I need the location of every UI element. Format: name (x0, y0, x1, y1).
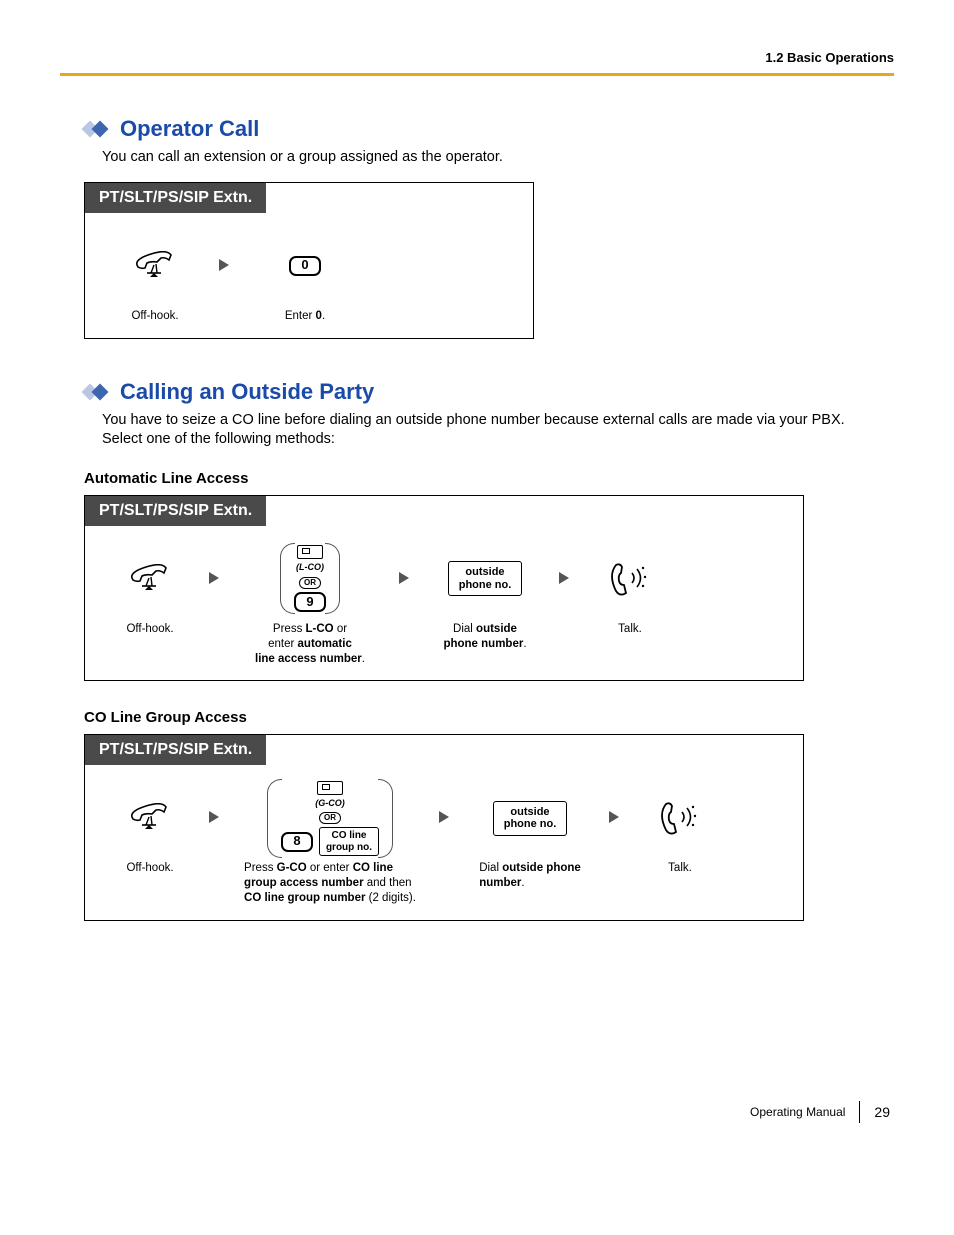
step-enter-zero: 0 Enter 0. (245, 231, 365, 324)
step-caption: Off-hook. (126, 861, 173, 876)
arrow-icon (213, 231, 237, 301)
step-caption: Dial outside phone number. (479, 861, 581, 891)
diamond-bullet-icon (84, 122, 112, 136)
step-caption: Off-hook. (131, 309, 178, 324)
step-caption: Press L-CO or enter automatic line acces… (255, 622, 365, 667)
or-pill: OR (319, 812, 341, 824)
step-talk: Talk. (585, 544, 675, 637)
footer-page-number: 29 (874, 1104, 890, 1120)
procedure-tab: PT/SLT/PS/SIP Extn. (85, 735, 266, 765)
step-offhook: Off-hook. (105, 231, 205, 324)
section-description: You have to seize a CO line before diali… (102, 411, 894, 450)
step-dial-outside: outsidephone no. Dial outside phone numb… (425, 544, 545, 652)
key-icon: 0 (289, 231, 321, 301)
lco-label: (L-CO) (296, 562, 324, 574)
talk-icon (660, 783, 700, 853)
section-title: Operator Call (120, 116, 259, 142)
section-description: You can call an extension or a group ass… (102, 148, 894, 168)
document-page: 1.2 Basic Operations Operator Call You c… (0, 0, 954, 1163)
procedure-box-cogroup: PT/SLT/PS/SIP Extn. Off-hook. (G-CO) OR (84, 734, 804, 921)
arrow-icon (203, 783, 227, 853)
group-number-box: CO linegroup no. (319, 827, 379, 856)
step-gco-or-8: (G-CO) OR 8 CO linegroup no. Press G (235, 783, 425, 906)
section-title: Calling an Outside Party (120, 379, 374, 405)
gco-button-icon (317, 781, 343, 795)
step-caption: Talk. (668, 861, 692, 876)
outside-number-box: outsidephone no. (493, 801, 568, 836)
footer-manual-name: Operating Manual (750, 1105, 845, 1119)
outside-number-box: outsidephone no. (448, 561, 523, 596)
lco-button-icon (297, 545, 323, 559)
arrow-icon (553, 544, 577, 614)
step-dial-outside: outsidephone no. Dial outside phone numb… (465, 783, 595, 891)
step-talk: Talk. (635, 783, 725, 876)
step-lco-or-9: (L-CO) OR 9 Press L-CO or enter automati… (235, 544, 385, 667)
step-offhook: Off-hook. (105, 783, 195, 876)
digit-key: 0 (289, 256, 321, 276)
page-header: 1.2 Basic Operations (60, 50, 894, 76)
gco-label: (G-CO) (315, 798, 345, 810)
step-caption: Off-hook. (126, 622, 173, 637)
arrow-icon (203, 544, 227, 614)
handset-icon (128, 544, 172, 614)
procedure-box-operator: PT/SLT/PS/SIP Extn. Off-hook. 0 Enter 0. (84, 182, 534, 339)
procedure-box-auto: PT/SLT/PS/SIP Extn. Off-hook. (L-CO) OR (84, 495, 804, 682)
header-section-ref: 1.2 Basic Operations (765, 50, 894, 65)
subheading-auto: Automatic Line Access (84, 470, 894, 487)
page-footer: Operating Manual 29 (60, 1101, 894, 1123)
step-caption: Talk. (618, 622, 642, 637)
arrow-icon (603, 783, 627, 853)
subheading-cogroup: CO Line Group Access (84, 709, 894, 726)
talk-icon (610, 544, 650, 614)
step-caption: Press G-CO or enter CO line group access… (244, 861, 416, 906)
step-caption: Dial outside phone number. (443, 622, 526, 652)
arrow-icon (433, 783, 457, 853)
or-pill: OR (299, 577, 321, 589)
section-heading-outside: Calling an Outside Party (84, 379, 894, 405)
procedure-tab: PT/SLT/PS/SIP Extn. (85, 183, 266, 213)
diamond-bullet-icon (84, 385, 112, 399)
arrow-icon (393, 544, 417, 614)
handset-icon (133, 231, 177, 301)
footer-separator (859, 1101, 860, 1123)
alternative-group: (L-CO) OR 9 (280, 541, 340, 616)
digit-key: 9 (294, 592, 326, 612)
alternative-group: (G-CO) OR 8 CO linegroup no. (267, 777, 393, 861)
handset-icon (128, 783, 172, 853)
procedure-tab: PT/SLT/PS/SIP Extn. (85, 496, 266, 526)
step-caption: Enter 0. (285, 309, 325, 324)
section-heading-operator: Operator Call (84, 116, 894, 142)
digit-key: 8 (281, 832, 313, 852)
step-offhook: Off-hook. (105, 544, 195, 637)
